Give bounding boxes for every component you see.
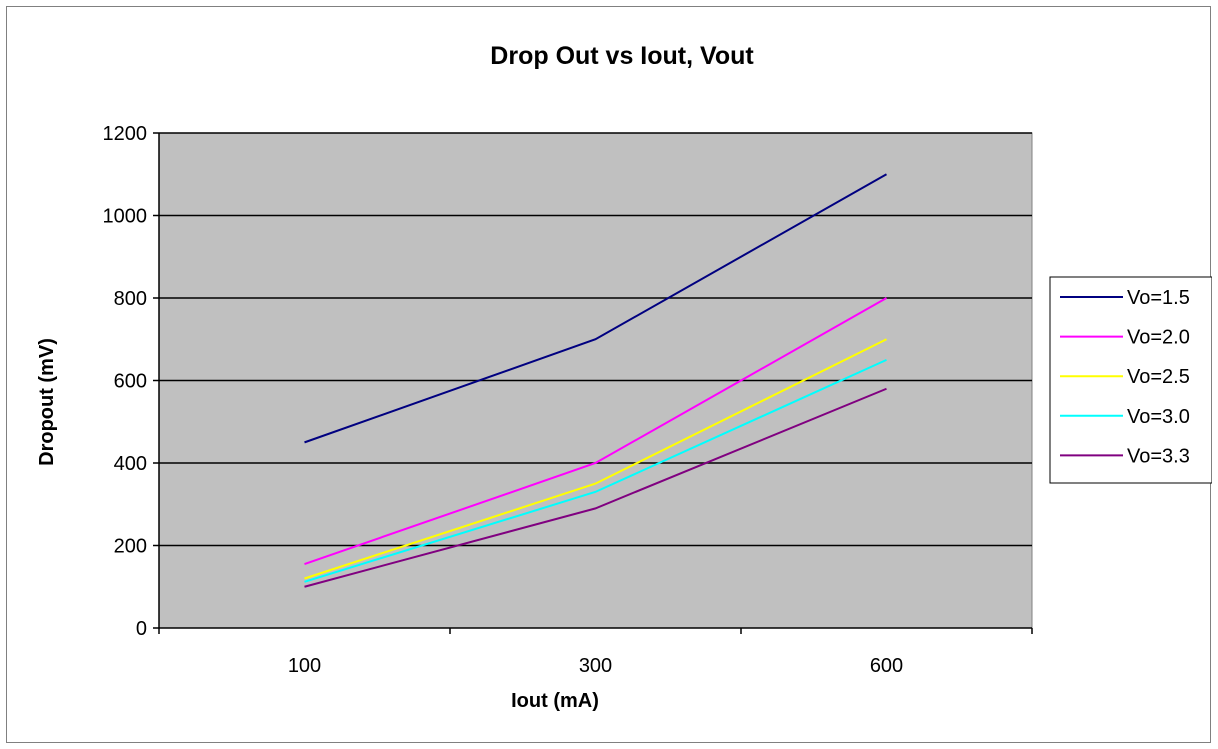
y-tick-label-0: 0	[136, 618, 147, 640]
series-line-Vo=3.3	[304, 387, 887, 588]
legend-box	[1049, 276, 1212, 484]
plot-area: 0 200 400 600 800 1000 1200 100 300 600	[103, 123, 1033, 677]
x-axis-title: Iout (mA)	[511, 690, 599, 712]
y-tick-label-5: 1000	[103, 206, 148, 228]
legend-label-1: Vo=2.0	[1127, 327, 1190, 349]
y-tick-label-4: 800	[114, 288, 147, 310]
series-line-Vo=1.5	[304, 173, 887, 444]
legend-label-0: Vo=1.5	[1127, 287, 1190, 309]
series-line-Vo=2.0	[304, 297, 887, 566]
y-axis-title: Dropout (mV)	[36, 338, 58, 466]
x-tick-label-2: 600	[870, 655, 903, 677]
chart-canvas: Drop Out vs Iout, Vout 0 200 400 600 800 1000…	[36, 42, 1212, 712]
y-tick-label-6: 1200	[103, 123, 148, 145]
series-line-Vo=2.5	[304, 338, 887, 580]
legend-label-2: Vo=2.5	[1127, 366, 1190, 388]
chart-frame: Drop Out vs Iout, Vout 0 200 400 600 800 1000…	[6, 6, 1212, 743]
legend: Vo=1.5 Vo=2.0 Vo=2.5 Vo=3.0 Vo=3.3	[1049, 276, 1212, 484]
legend-label-3: Vo=3.0	[1127, 406, 1190, 428]
series-line-Vo=3.0	[304, 358, 887, 583]
x-tick-label-0: 100	[288, 655, 321, 677]
y-tick-label-3: 600	[114, 371, 147, 393]
x-tick-label-1: 300	[579, 655, 612, 677]
y-tick-label-2: 400	[114, 453, 147, 475]
chart-title: Drop Out vs Iout, Vout	[490, 42, 754, 70]
y-tick-label-1: 200	[114, 536, 147, 558]
legend-label-4: Vo=3.3	[1127, 445, 1190, 467]
